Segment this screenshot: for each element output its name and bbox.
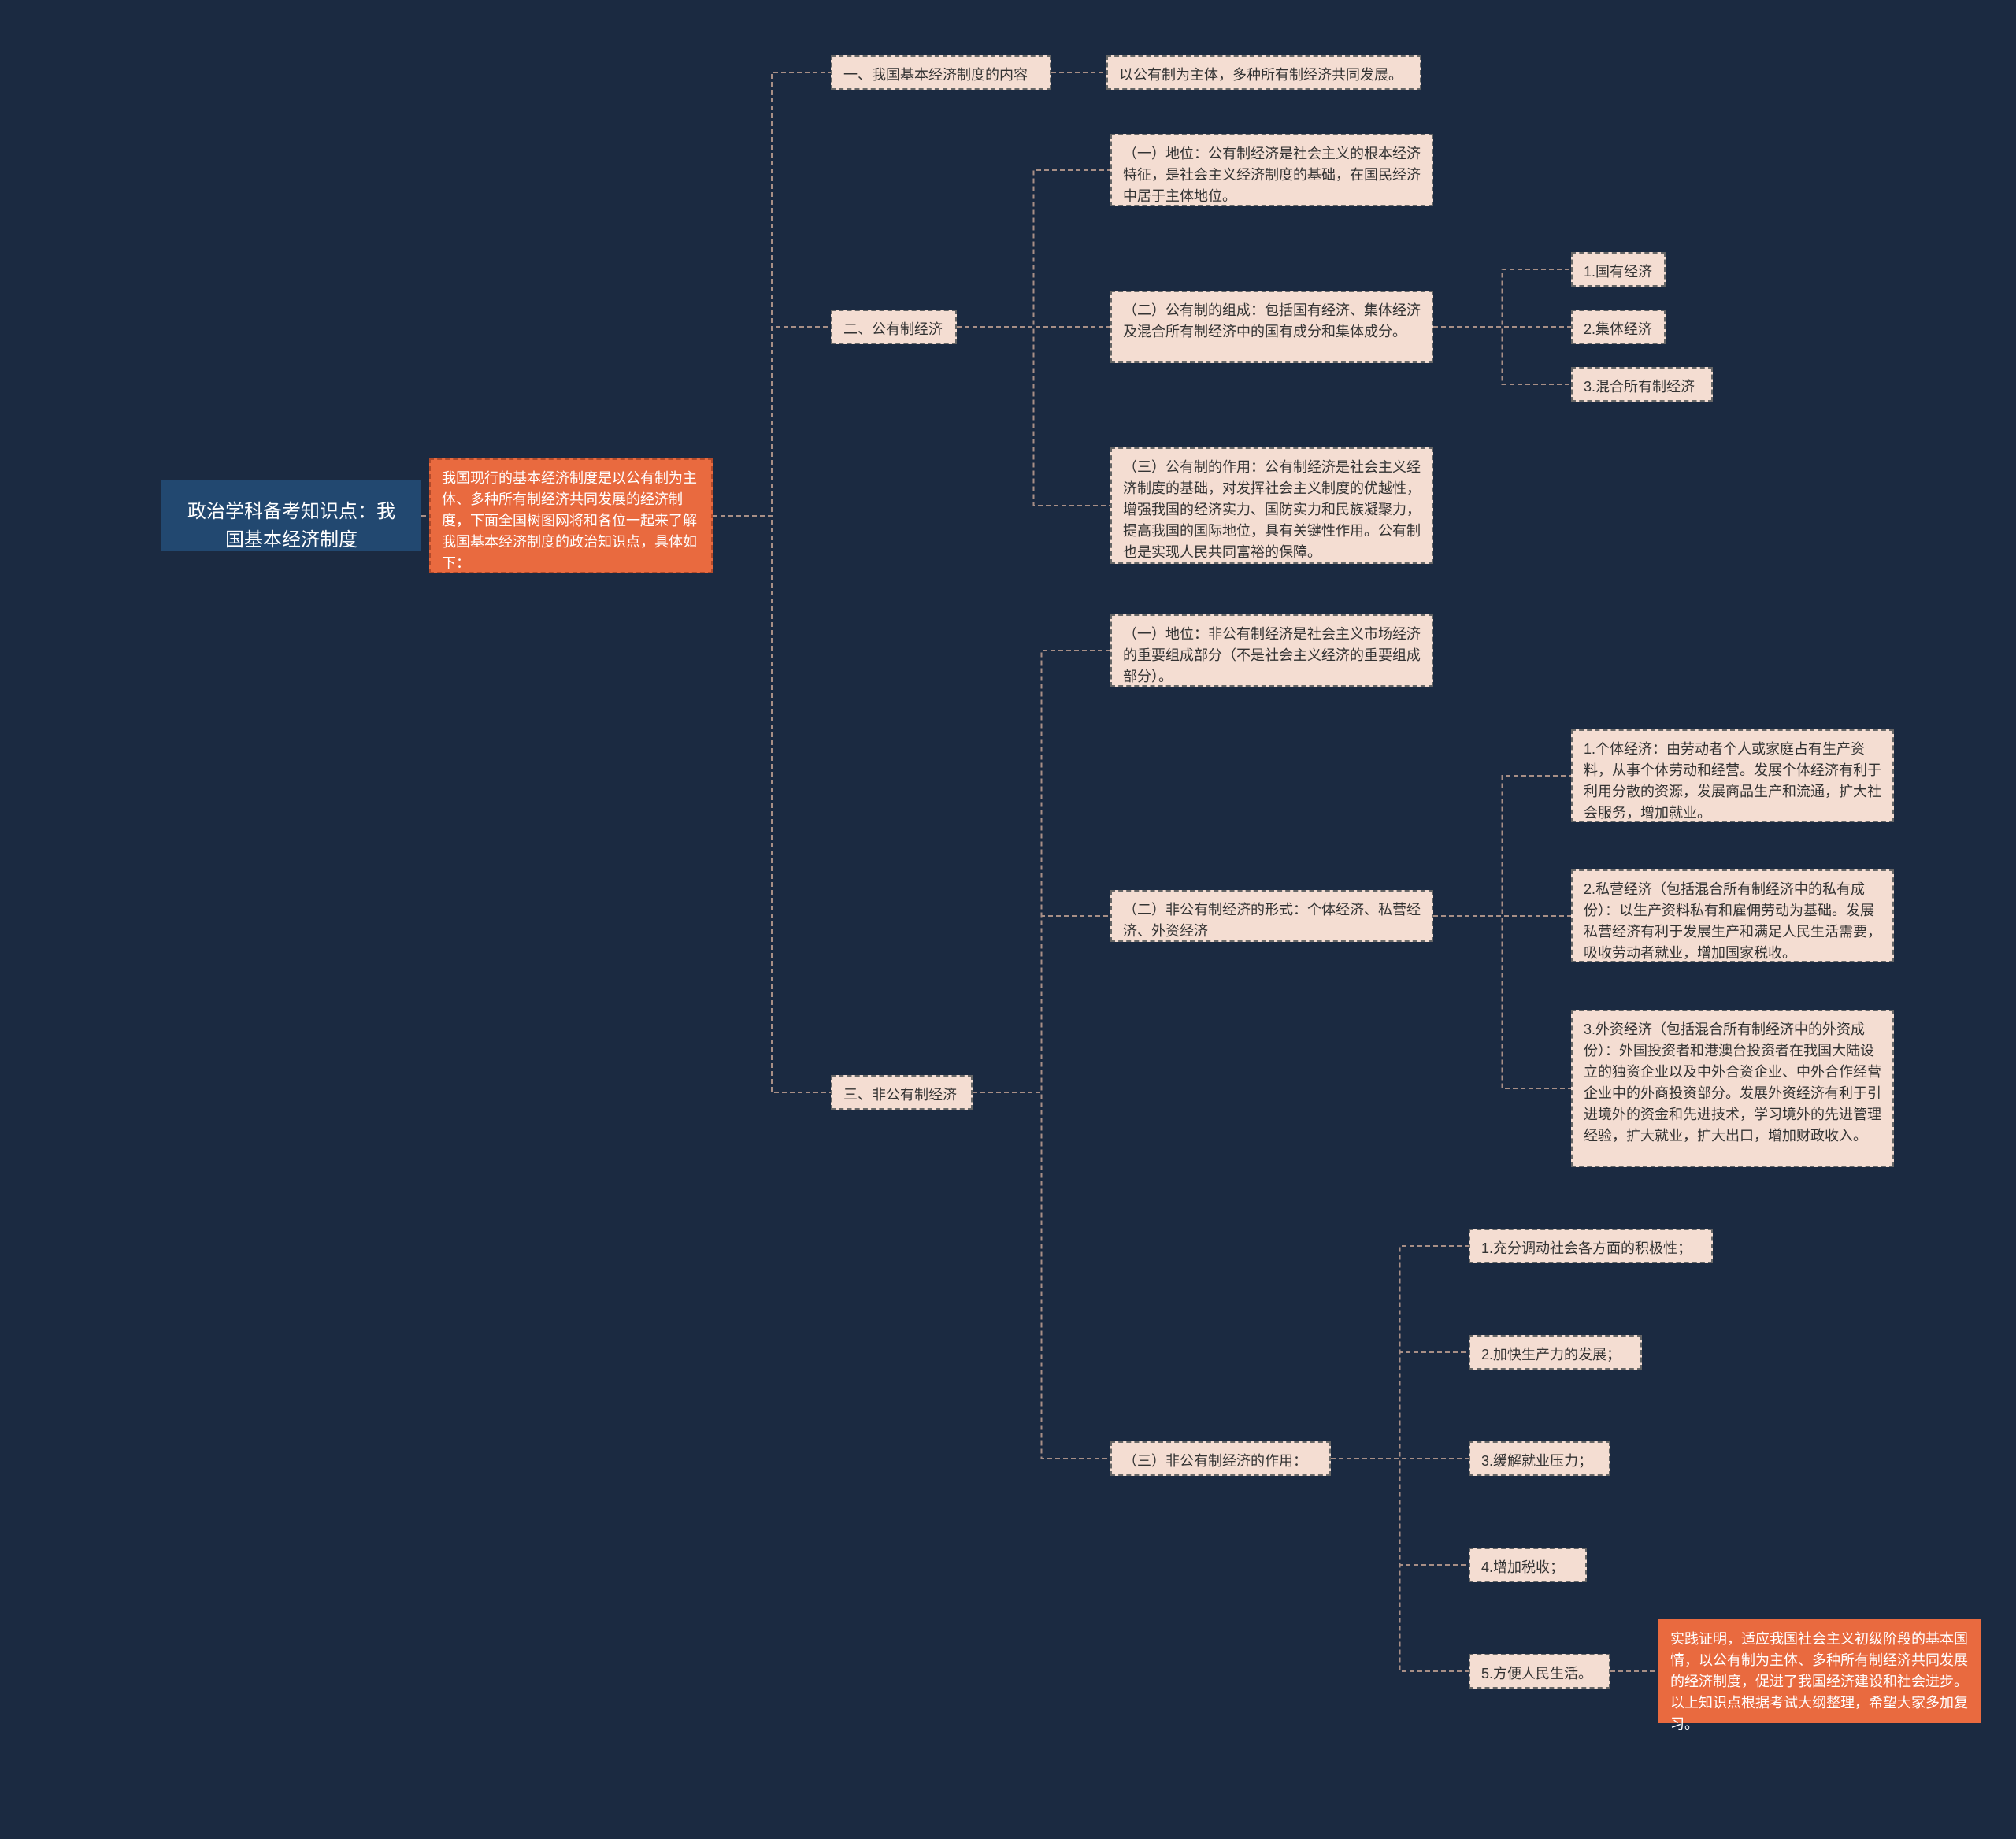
branch-2-c2-label: （二）公有制的组成：包括国有经济、集体经济及混合所有制经济中的国有成分和集体成分… bbox=[1123, 302, 1421, 339]
branch-1[interactable]: 一、我国基本经济制度的内容 bbox=[831, 55, 1051, 90]
branch-1-detail[interactable]: 以公有制为主体，多种所有制经济共同发展。 bbox=[1106, 55, 1421, 90]
branch-2-c2-d2-label: 2.集体经济 bbox=[1584, 321, 1652, 337]
branch-3-c1-label: （一）地位：非公有制经济是社会主义市场经济的重要组成部分（不是社会主义经济的重要… bbox=[1123, 626, 1421, 684]
branch-3-c2-d3[interactable]: 3.外资经济（包括混合所有制经济中的外资成份）：外国投资者和港澳台投资者在我国大… bbox=[1571, 1010, 1894, 1167]
root-label: 政治学科备考知识点：我国基本经济制度 bbox=[187, 501, 395, 551]
branch-3-c2-label: （二）非公有制经济的形式：个体经济、私营经济、外资经济 bbox=[1123, 902, 1421, 939]
intro-label: 我国现行的基本经济制度是以公有制为主体、多种所有制经济共同发展的经济制度，下面全… bbox=[442, 470, 697, 571]
branch-3-c3-d5-label: 5.方便人民生活。 bbox=[1481, 1666, 1592, 1681]
branch-2-c2-d3-label: 3.混合所有制经济 bbox=[1584, 379, 1695, 395]
branch-3[interactable]: 三、非公有制经济 bbox=[831, 1075, 973, 1110]
branch-2-c3[interactable]: （三）公有制的作用：公有制经济是社会主义经济制度的基础，对发挥社会主义制度的优越… bbox=[1110, 447, 1433, 564]
branch-3-c3-d5[interactable]: 5.方便人民生活。 bbox=[1469, 1654, 1610, 1689]
branch-3-c1[interactable]: （一）地位：非公有制经济是社会主义市场经济的重要组成部分（不是社会主义经济的重要… bbox=[1110, 614, 1433, 687]
branch-2-c2[interactable]: （二）公有制的组成：包括国有经济、集体经济及混合所有制经济中的国有成分和集体成分… bbox=[1110, 291, 1433, 363]
branch-3-c3-label: （三）非公有制经济的作用： bbox=[1123, 1453, 1307, 1469]
branch-2-c2-d3[interactable]: 3.混合所有制经济 bbox=[1571, 367, 1713, 402]
branch-3-c3-d2-label: 2.加快生产力的发展； bbox=[1481, 1347, 1621, 1363]
branch-3-c3[interactable]: （三）非公有制经济的作用： bbox=[1110, 1441, 1331, 1476]
branch-3-c2-d3-label: 3.外资经济（包括混合所有制经济中的外资成份）：外国投资者和港澳台投资者在我国大… bbox=[1584, 1021, 1881, 1144]
branch-3-c3-d2[interactable]: 2.加快生产力的发展； bbox=[1469, 1335, 1642, 1370]
root-node[interactable]: 政治学科备考知识点：我国基本经济制度 bbox=[161, 480, 421, 551]
branch-3-c3-d3-label: 3.缓解就业压力； bbox=[1481, 1453, 1592, 1469]
branch-3-c2[interactable]: （二）非公有制经济的形式：个体经济、私营经济、外资经济 bbox=[1110, 890, 1433, 942]
branch-2-label: 二、公有制经济 bbox=[843, 321, 943, 337]
branch-3-c3-d5-detail[interactable]: 实践证明，适应我国社会主义初级阶段的基本国情，以公有制为主体、多种所有制经济共同… bbox=[1658, 1619, 1981, 1723]
branch-3-c2-d2-label: 2.私营经济（包括混合所有制经济中的私有成份）：以生产资料私有和雇佣劳动为基础。… bbox=[1584, 881, 1881, 961]
branch-3-c2-d2[interactable]: 2.私营经济（包括混合所有制经济中的私有成份）：以生产资料私有和雇佣劳动为基础。… bbox=[1571, 869, 1894, 962]
branch-2-c3-label: （三）公有制的作用：公有制经济是社会主义经济制度的基础，对发挥社会主义制度的优越… bbox=[1123, 459, 1421, 560]
branch-2[interactable]: 二、公有制经济 bbox=[831, 310, 957, 344]
branch-2-c2-d1[interactable]: 1.国有经济 bbox=[1571, 252, 1666, 287]
branch-3-label: 三、非公有制经济 bbox=[843, 1087, 957, 1103]
branch-3-c3-d1-label: 1.充分调动社会各方面的积极性； bbox=[1481, 1240, 1692, 1256]
branch-3-c3-d4-label: 4.增加税收； bbox=[1481, 1559, 1564, 1575]
branch-2-c2-d1-label: 1.国有经济 bbox=[1584, 264, 1652, 280]
branch-2-c1[interactable]: （一）地位：公有制经济是社会主义的根本经济特征，是社会主义经济制度的基础，在国民… bbox=[1110, 134, 1433, 206]
branch-1-label: 一、我国基本经济制度的内容 bbox=[843, 67, 1028, 83]
branch-2-c2-d2[interactable]: 2.集体经济 bbox=[1571, 310, 1666, 344]
branch-3-c3-d1[interactable]: 1.充分调动社会各方面的积极性； bbox=[1469, 1229, 1713, 1263]
branch-3-c2-d1[interactable]: 1.个体经济：由劳动者个人或家庭占有生产资料，从事个体劳动和经营。发展个体经济有… bbox=[1571, 729, 1894, 822]
intro-node[interactable]: 我国现行的基本经济制度是以公有制为主体、多种所有制经济共同发展的经济制度，下面全… bbox=[429, 458, 713, 573]
branch-2-c1-label: （一）地位：公有制经济是社会主义的根本经济特征，是社会主义经济制度的基础，在国民… bbox=[1123, 146, 1421, 204]
branch-3-c3-d3[interactable]: 3.缓解就业压力； bbox=[1469, 1441, 1610, 1476]
branch-3-c2-d1-label: 1.个体经济：由劳动者个人或家庭占有生产资料，从事个体劳动和经营。发展个体经济有… bbox=[1584, 741, 1881, 821]
branch-1-detail-label: 以公有制为主体，多种所有制经济共同发展。 bbox=[1119, 67, 1403, 83]
branch-3-c3-d5-detail-label: 实践证明，适应我国社会主义初级阶段的基本国情，以公有制为主体、多种所有制经济共同… bbox=[1670, 1631, 1968, 1732]
branch-3-c3-d4[interactable]: 4.增加税收； bbox=[1469, 1548, 1587, 1582]
